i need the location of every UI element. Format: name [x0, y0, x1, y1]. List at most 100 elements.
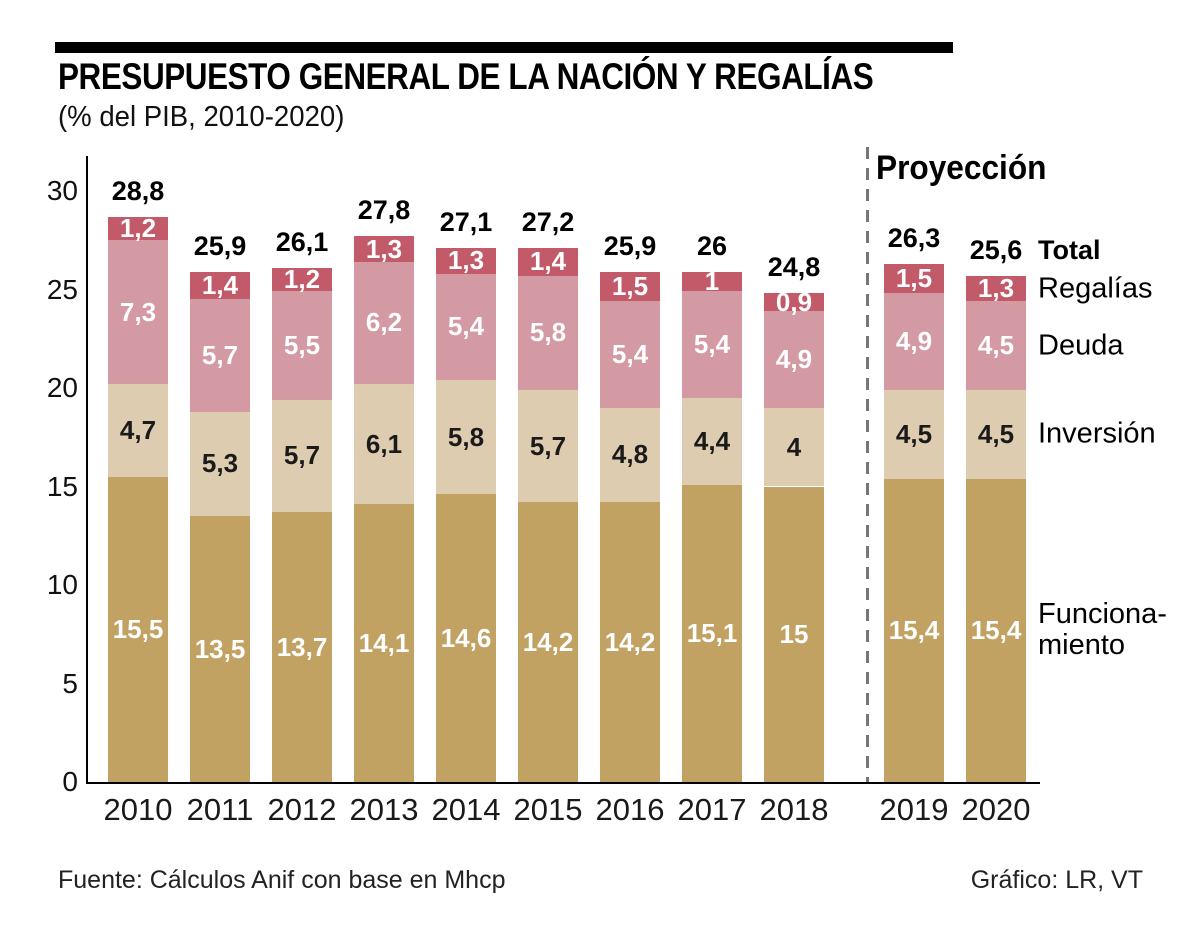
bar-segment-value: 4,7: [119, 414, 157, 445]
bar-segment-2019-regalias: 1,5: [884, 263, 944, 294]
bar-segment-value: 5,7: [283, 440, 321, 471]
total-label-2019: 26,3: [887, 222, 941, 253]
bar-segment-2016-regalias: 1,5: [600, 271, 660, 302]
total-label-2010: 28,8: [111, 175, 165, 206]
bar-segment-2018-regalias: 0,9: [764, 287, 824, 317]
bar-segment-2012-deuda: 5,5: [272, 291, 332, 400]
bar-segment-value: 5,8: [447, 421, 485, 452]
bar-segment-2013-inversion: 6,1: [354, 384, 414, 505]
bar-segment-value: 13,7: [276, 631, 328, 662]
bar-segment-value: 6,2: [365, 307, 403, 338]
bar-segment-value: 1,3: [365, 233, 403, 264]
total-label-2020: 25,6: [969, 234, 1023, 265]
bar-segment-value: 14,1: [358, 627, 410, 658]
bar-segment-value: 1,5: [895, 263, 933, 294]
total-label-2016: 25,9: [603, 230, 657, 261]
total-label-2017: 26: [696, 230, 728, 261]
y-tick-10: 10: [46, 569, 78, 600]
x-tick-2015: 2015: [513, 792, 583, 827]
x-tick-2020: 2020: [961, 792, 1031, 827]
y-tick-20: 20: [46, 372, 78, 403]
legend-line: Funciona-: [1038, 598, 1167, 631]
bar-segment-2012-funcionamiento: 13,7: [272, 512, 332, 782]
x-tick-2013: 2013: [349, 792, 419, 827]
bar-segment-value: 0,9: [775, 286, 813, 317]
x-tick-2018: 2018: [759, 792, 829, 827]
bar-segment-value: 4,4: [693, 425, 731, 456]
bar-segment-2011-regalias: 1,4: [190, 270, 250, 301]
bar-segment-value: 15,4: [970, 614, 1022, 645]
bar-segment-value: 5,4: [693, 329, 731, 360]
bar-segment-2010-deuda: 7,3: [108, 240, 168, 385]
bar-segment-value: 4,5: [977, 418, 1015, 449]
bar-segment-2013-regalias: 1,3: [354, 233, 414, 264]
bar-segment-value: 4,8: [611, 439, 649, 470]
bar-segment-value: 4,5: [895, 418, 933, 449]
bar-segment-value: 5,4: [447, 311, 485, 342]
bar-segment-value: 14,2: [604, 626, 656, 657]
bar-segment-value: 13,5: [194, 633, 246, 664]
y-tick-25: 25: [46, 273, 78, 305]
bar-segment-2017-inversion: 4,4: [682, 397, 742, 485]
legend-regalias: Regalías: [1038, 272, 1153, 304]
x-tick-2019: 2019: [879, 792, 949, 827]
total-label-2012: 26,1: [275, 226, 329, 257]
total-label-2013: 27,8: [357, 195, 411, 226]
legend-line: miento: [1038, 629, 1126, 662]
bar-segment-2011-funcionamiento: 13,5: [190, 516, 250, 782]
x-tick-2014: 2014: [431, 792, 501, 827]
chart-title: PRESUPUESTO GENERAL DE LA NACIÓN Y REGAL…: [58, 56, 874, 97]
total-label-2014: 27,1: [439, 207, 493, 238]
bar-segment-2010-regalias: 1,2: [108, 213, 168, 243]
bar-segment-2017-deuda: 5,4: [682, 291, 742, 398]
bar-segment-value: 7,3: [119, 296, 157, 327]
bar-segment-2010-inversion: 4,7: [108, 384, 168, 477]
bar-segment-2012-inversion: 5,7: [272, 399, 332, 513]
bar-segment-value: 1,4: [201, 270, 239, 301]
title-rule: [55, 42, 953, 53]
bar-segment-value: 1,2: [119, 212, 157, 243]
bar-segment-2013-funcionamiento: 14,1: [354, 504, 414, 782]
bar-segment-value: 5,3: [201, 448, 239, 479]
x-tick-2011: 2011: [186, 792, 254, 827]
chart-subtitle: (% del PIB, 2010-2020): [58, 101, 345, 133]
bar-segment-2015-inversion: 5,7: [518, 389, 578, 503]
total-label-2018: 24,8: [767, 252, 821, 283]
bar-segment-value: 4: [786, 431, 802, 462]
x-tick-2016: 2016: [595, 792, 665, 827]
bar-segment-2014-regalias: 1,3: [436, 245, 496, 276]
bar-segment-value: 4,9: [895, 326, 933, 357]
bar-segment-2019-deuda: 4,9: [884, 293, 944, 390]
bar-segment-value: 5,8: [529, 317, 567, 348]
bar-segment-2015-deuda: 5,8: [518, 275, 578, 390]
bar-segment-value: 14,6: [440, 622, 492, 653]
bar-segment-2014-deuda: 5,4: [436, 273, 496, 381]
bar-segment-2016-deuda: 5,4: [600, 301, 660, 408]
bar-segment-2018-deuda: 4,9: [764, 311, 824, 408]
bar-segment-2020-inversion: 4,5: [966, 389, 1026, 479]
bar-segment-value: 1,3: [977, 273, 1015, 304]
bar-segment-2020-regalias: 1,3: [966, 273, 1026, 304]
bar-segment-2018-inversion: 4: [764, 407, 824, 487]
legend-funcionamiento: Funciona-miento: [1038, 599, 1167, 661]
graphic-credit: Gráfico: LR, VT: [970, 866, 1143, 894]
y-tick-5: 5: [62, 667, 78, 699]
y-axis-line: [86, 156, 88, 784]
legend-inversion: Inversión: [1038, 417, 1156, 450]
bar-segment-2017-regalias: 1: [682, 266, 742, 296]
legend-deuda: Deuda: [1038, 329, 1124, 362]
bar-segment-2018-funcionamiento: 15: [764, 486, 824, 782]
bar-segment-value: 15,5: [112, 613, 164, 644]
bar-segment-2010-funcionamiento: 15,5: [108, 476, 168, 782]
bar-segment-2015-funcionamiento: 14,2: [518, 502, 578, 782]
bar-segment-2015-regalias: 1,4: [518, 246, 578, 276]
bar-segment-value: 4,5: [977, 330, 1015, 361]
bar-segment-value: 1: [704, 266, 720, 297]
bar-segment-value: 5,4: [611, 339, 649, 369]
bar-segment-value: 1,3: [447, 245, 485, 276]
x-tick-2010: 2010: [103, 792, 173, 827]
bar-segment-value: 15: [779, 618, 809, 649]
total-label-2015: 27,2: [521, 207, 575, 238]
y-tick-0: 0: [62, 766, 78, 797]
y-tick-30: 30: [46, 175, 78, 206]
